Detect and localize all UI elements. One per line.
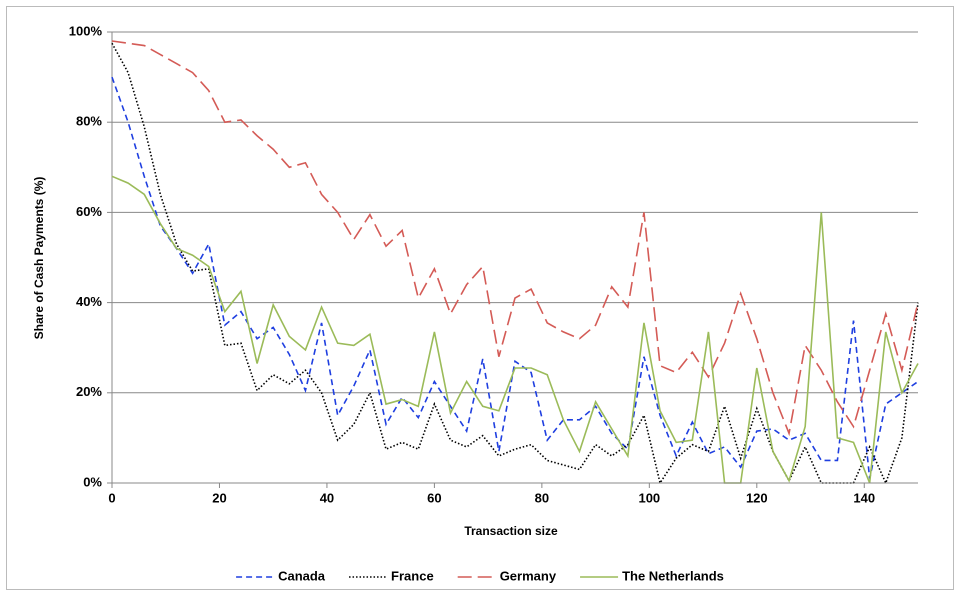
legend: Canada France Germany The Netherlands bbox=[236, 568, 724, 583]
y-tick-label: 100% bbox=[69, 23, 103, 38]
legend-label: Germany bbox=[500, 568, 557, 583]
x-tick-label: 60 bbox=[427, 490, 441, 505]
y-tick-label: 20% bbox=[76, 384, 102, 399]
legend-label: France bbox=[391, 568, 434, 583]
legend-label: The Netherlands bbox=[622, 568, 724, 583]
x-tick-label: 20 bbox=[212, 490, 226, 505]
y-tick-label: 60% bbox=[76, 204, 102, 219]
y-tick-label: 0% bbox=[83, 474, 102, 489]
x-tick-label: 120 bbox=[746, 490, 768, 505]
x-tick-label: 80 bbox=[535, 490, 549, 505]
x-axis-label: Transaction size bbox=[464, 524, 558, 538]
y-axis-label: Share of Cash Payments (%) bbox=[32, 177, 46, 340]
y-tick-label: 40% bbox=[76, 294, 102, 309]
legend-label: Canada bbox=[278, 568, 326, 583]
series-line bbox=[111, 76, 919, 479]
x-tick-label: 100 bbox=[638, 490, 660, 505]
x-tick-label: 140 bbox=[853, 490, 875, 505]
x-tick-label: 40 bbox=[320, 490, 334, 505]
y-tick-label: 80% bbox=[76, 114, 102, 129]
x-tick-label: 0 bbox=[108, 490, 115, 505]
series-line bbox=[111, 175, 919, 484]
series-line bbox=[111, 40, 919, 437]
chart-frame bbox=[6, 6, 954, 590]
